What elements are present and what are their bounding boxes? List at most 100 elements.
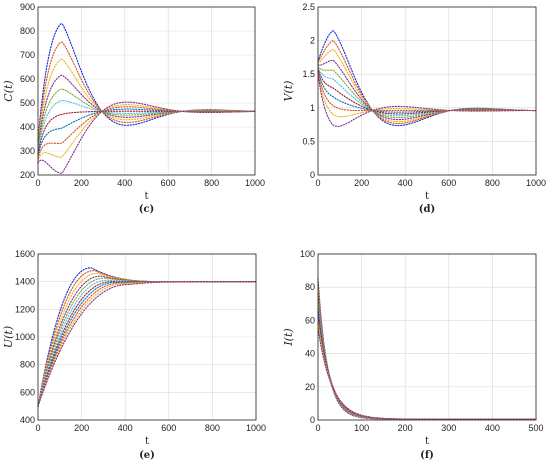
series-line (37, 108, 256, 157)
x-tick-label: 800 (205, 423, 220, 433)
x-tick-label: 0 (35, 178, 40, 188)
x-tick-label: 200 (398, 423, 413, 433)
x-tick-label: 0 (315, 178, 320, 188)
x-tick-label: 1000 (246, 423, 266, 433)
y-axis-label: I(t) (282, 328, 295, 346)
panel-caption: (d) (419, 204, 435, 215)
x-tick-label: 600 (161, 178, 176, 188)
series-line (37, 272, 257, 407)
panel-f: 0 100 200 300 400 500 0 20 40 60 80 100 t I(t) (f) (282, 249, 544, 461)
y-tick-label: 20 (305, 382, 315, 392)
x-axis-label: t (145, 436, 149, 447)
series-line (317, 308, 537, 420)
y-tick-label: 0 (310, 415, 315, 425)
series-line (317, 68, 537, 115)
x-axis-label: t (144, 191, 148, 202)
x-tick-label: 100 (354, 423, 369, 433)
x-tick-label: 200 (74, 178, 89, 188)
series-line (37, 101, 256, 174)
x-axis-label: t (425, 436, 429, 447)
axes-frame (37, 6, 256, 176)
series-line (317, 313, 537, 420)
x-tick-label: 500 (528, 423, 543, 433)
panel-caption: (e) (139, 450, 155, 461)
x-tick-label: 600 (161, 423, 176, 433)
y-tick-label: 800 (20, 26, 35, 36)
series-line (37, 281, 257, 407)
y-tick-label: 500 (20, 98, 35, 108)
x-tick-label: 200 (354, 178, 369, 188)
series-line (317, 298, 537, 420)
x-tick-label: 300 (441, 423, 456, 433)
x-tick-label: 1000 (245, 178, 265, 188)
y-tick-label: 400 (20, 415, 35, 425)
series-line (317, 288, 537, 420)
series-line (317, 69, 537, 113)
y-tick-label: 600 (20, 387, 35, 397)
x-tick-label: 400 (117, 178, 132, 188)
series-line (37, 58, 256, 145)
series-line (37, 281, 257, 407)
series-line (317, 303, 537, 420)
series-line (317, 70, 537, 112)
y-tick-label: 0.5 (302, 136, 315, 146)
y-tick-label: 80 (305, 282, 315, 292)
series-line (317, 40, 537, 125)
panel-c: 0 200 400 600 800 100020030040050060070080090… (2, 2, 265, 215)
y-tick-label: 1600 (15, 249, 35, 259)
axes-frame (37, 253, 257, 421)
y-tick-label: 2.5 (302, 2, 315, 12)
y-tick-label: 100 (300, 249, 315, 259)
series-line (37, 23, 256, 140)
y-axis-label: V(t) (282, 81, 295, 102)
axes-frame (317, 6, 537, 176)
y-tick-label: 1000 (15, 332, 35, 342)
y-tick-label: 300 (20, 146, 35, 156)
series-line (37, 267, 257, 407)
y-axis-label: C(t) (2, 80, 15, 101)
x-tick-label: 600 (441, 178, 456, 188)
series-line (317, 278, 537, 420)
series-line (37, 281, 257, 407)
x-tick-label: 400 (485, 423, 500, 433)
series-line (317, 318, 537, 420)
y-tick-label: 800 (20, 360, 35, 370)
series-line (37, 277, 257, 407)
series-line (317, 293, 537, 420)
x-tick-label: 200 (74, 423, 89, 433)
x-tick-label: 800 (485, 178, 500, 188)
y-tick-label: 1.5 (302, 69, 315, 79)
x-tick-label: 1000 (526, 178, 546, 188)
y-tick-label: 0 (310, 170, 315, 180)
series-line (317, 328, 537, 420)
y-tick-label: 40 (305, 349, 315, 359)
y-tick-label: 1400 (15, 277, 35, 287)
series-line (317, 283, 537, 420)
y-tick-label: 900 (20, 2, 35, 12)
x-axis-label: t (425, 191, 429, 202)
x-tick-label: 400 (118, 423, 133, 433)
series-line (37, 281, 257, 407)
x-tick-label: 0 (35, 423, 40, 433)
y-tick-label: 200 (20, 170, 35, 180)
panel-caption: (c) (139, 204, 155, 215)
y-tick-label: 2 (310, 36, 315, 46)
x-tick-label: 400 (398, 178, 413, 188)
x-tick-label: 0 (315, 423, 320, 433)
series-line (37, 281, 257, 407)
series-line (37, 279, 257, 407)
panel-d: 0 200 400 600 800 1000 0 0.5 1 1.5 2 2.5 t V(t) (d) (282, 2, 546, 215)
y-tick-label: 600 (20, 74, 35, 84)
panel-e: 0 200 400 600 800 1000 400 600 800 1000 1200 1400 16… (2, 249, 266, 461)
y-tick-label: 60 (305, 315, 315, 325)
series-line (37, 41, 256, 142)
series-line (317, 323, 537, 420)
x-tick-label: 800 (204, 178, 219, 188)
y-tick-label: 700 (20, 50, 35, 60)
series-line (317, 73, 537, 127)
y-tick-label: 1200 (15, 304, 35, 314)
axes-frame (317, 253, 537, 421)
panel-caption: (f) (420, 450, 434, 461)
series-line (37, 275, 257, 407)
